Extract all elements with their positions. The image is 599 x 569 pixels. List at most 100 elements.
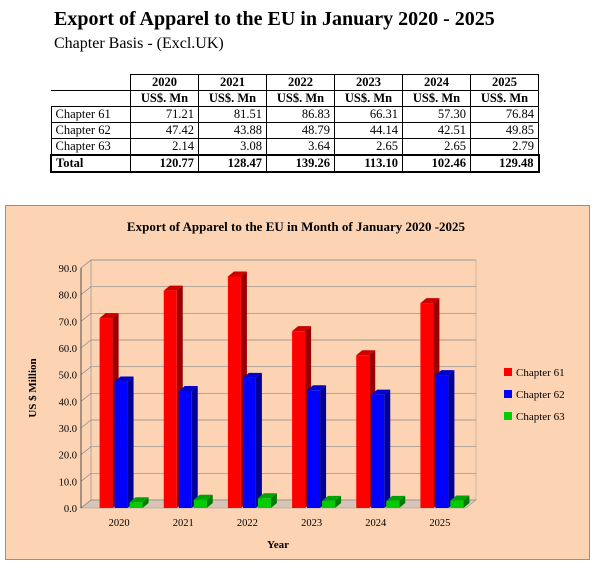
gridline	[80, 312, 476, 322]
bar-side	[191, 385, 198, 508]
table-row: Chapter 63 2.14 3.08 3.64 2.65 2.65 2.79	[50, 138, 539, 156]
plot-side-wall	[80, 259, 92, 509]
col-year: 2022	[266, 74, 335, 91]
table-row: Chapter 62 47.42 43.88 48.79 44.14 42.51…	[50, 122, 539, 139]
row-label: Total	[50, 154, 131, 173]
bar	[450, 495, 470, 508]
bar-top	[227, 271, 247, 277]
bar-top	[99, 313, 119, 319]
bar-top	[356, 350, 376, 356]
legend-label: Chapter 63	[516, 411, 565, 423]
table-cell: 2.65	[402, 138, 471, 156]
bar-front	[193, 499, 207, 508]
bar-side	[399, 495, 406, 508]
col-year: 2020	[130, 74, 199, 91]
table-header-year-row: 2020 2021 2022 2023 2024 2025	[51, 74, 539, 91]
x-tick-label: 2025	[429, 518, 450, 529]
gridline	[80, 499, 476, 509]
bar	[322, 495, 342, 508]
chart-title: Export of Apparel to the EU in Month of …	[127, 219, 466, 234]
table-cell: 47.42	[130, 122, 199, 139]
gridline	[80, 472, 476, 482]
bar	[178, 385, 198, 508]
bar-front	[420, 303, 434, 508]
bar-side	[206, 494, 213, 508]
table-cell: 3.08	[198, 138, 267, 156]
x-tick-label: 2021	[173, 518, 194, 529]
y-tick-label: 90.0	[59, 264, 77, 275]
gridline	[80, 446, 476, 455]
row-label: Chapter 61	[50, 106, 131, 123]
export-table: 2020 2021 2022 2023 2024 2025 US$. Mn US…	[50, 74, 540, 173]
y-tick-label: 30.0	[59, 424, 77, 435]
table-cell: 2.65	[334, 138, 403, 156]
y-tick-label: 80.0	[59, 291, 77, 302]
col-unit: US$. Mn	[334, 90, 403, 107]
bar-side	[142, 497, 149, 508]
row-label: Chapter 63	[50, 138, 131, 156]
table-cell: 66.31	[334, 106, 403, 123]
bar-front	[114, 381, 128, 508]
bar-front	[307, 390, 321, 508]
bar	[257, 493, 277, 508]
bar-side	[270, 493, 277, 508]
table-cell: 139.26	[266, 154, 335, 173]
col-unit: US$. Mn	[266, 90, 335, 107]
bar-front	[322, 500, 336, 508]
table-total-row: Total 120.77 128.47 139.26 113.10 102.46…	[50, 154, 540, 173]
col-unit: US$. Mn	[470, 90, 539, 107]
table-cell: 44.14	[334, 122, 403, 139]
gridline	[80, 286, 476, 295]
bar-top	[386, 495, 406, 501]
table-cell: 2.14	[130, 138, 199, 156]
bar-front	[178, 390, 192, 508]
bar-top	[163, 285, 183, 291]
table-cell: 57.30	[402, 106, 471, 123]
legend-label: Chapter 62	[516, 389, 565, 401]
bar	[193, 494, 213, 508]
gridline	[80, 366, 476, 375]
table-cell: 81.51	[198, 106, 267, 123]
table-corner	[51, 90, 131, 107]
bar-top	[435, 370, 455, 376]
x-axis-label: Year	[267, 539, 289, 551]
gridline	[80, 419, 476, 429]
legend-label: Chapter 61	[516, 367, 565, 379]
bar-top	[193, 494, 213, 500]
bar-top	[450, 495, 470, 501]
y-tick-label: 10.0	[59, 477, 77, 488]
legend-swatch	[504, 368, 512, 376]
x-tick-label: 2023	[301, 518, 322, 529]
legend-swatch	[504, 412, 512, 420]
bar-top	[257, 493, 277, 499]
x-tick-label: 2020	[109, 518, 130, 529]
table-cell: 120.77	[130, 154, 199, 173]
gridline	[80, 392, 476, 402]
x-tick-label: 2024	[365, 518, 387, 529]
col-year: 2025	[470, 74, 539, 91]
y-tick-label: 60.0	[59, 344, 77, 355]
bar	[371, 389, 391, 508]
bar-side	[463, 495, 470, 508]
bar-side	[384, 389, 391, 508]
bar-side	[335, 495, 342, 508]
x-tick-label: 2022	[237, 518, 258, 529]
bar-side	[448, 370, 455, 508]
bar-front	[386, 500, 400, 508]
chart-container: Export of Apparel to the EU in Month of …	[5, 205, 590, 560]
table-cell: 113.10	[334, 154, 403, 173]
plot-back-wall	[90, 259, 477, 501]
bar	[386, 495, 406, 508]
table-header-unit-row: US$. Mn US$. Mn US$. Mn US$. Mn US$. Mn …	[51, 90, 539, 107]
bar-front	[242, 377, 256, 508]
col-unit: US$. Mn	[198, 90, 267, 107]
table-cell: 71.21	[130, 106, 199, 123]
bar-side	[127, 376, 134, 508]
table-cell: 42.51	[402, 122, 471, 139]
col-unit: US$. Mn	[402, 90, 471, 107]
y-tick-label: 70.0	[59, 317, 77, 328]
table-cell: 102.46	[402, 154, 471, 173]
col-unit: US$. Mn	[130, 90, 199, 107]
bar-chart: Export of Apparel to the EU in Month of …	[27, 219, 565, 551]
table-cell: 48.79	[266, 122, 335, 139]
